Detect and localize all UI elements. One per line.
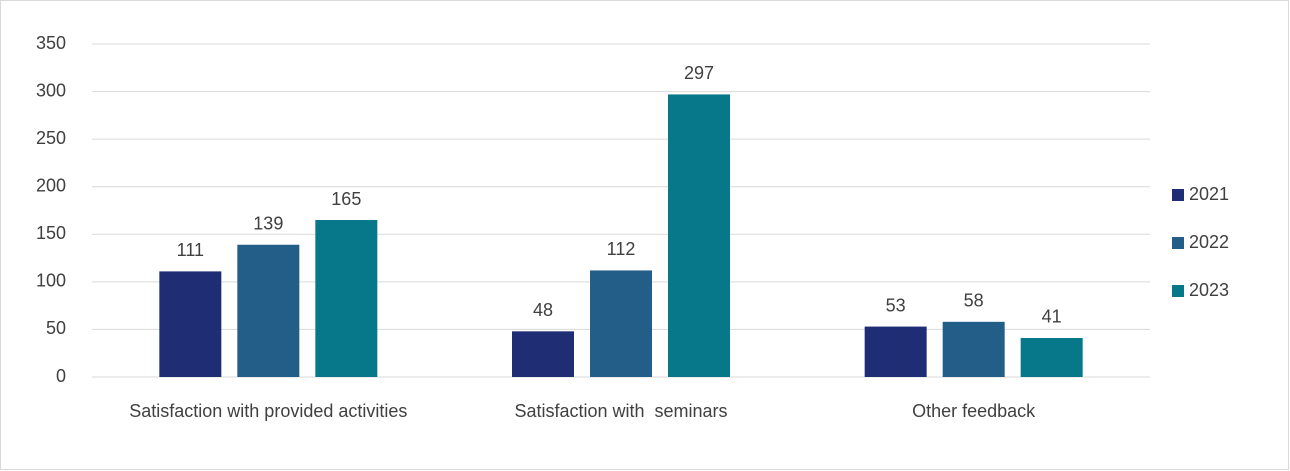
- bar: [512, 331, 574, 377]
- x-tick-label: Satisfaction with provided activities: [129, 401, 408, 421]
- y-tick-label: 100: [36, 271, 66, 291]
- data-label: 53: [886, 295, 906, 315]
- data-label: 58: [964, 291, 984, 311]
- bar: [668, 94, 730, 377]
- data-label: 111: [177, 240, 204, 260]
- bar: [237, 244, 300, 377]
- data-label: 297: [684, 63, 714, 83]
- legend-label: 2023: [1189, 280, 1229, 300]
- bar: [590, 270, 652, 377]
- legend-swatch: [1172, 237, 1184, 249]
- legend-swatch: [1172, 189, 1184, 201]
- bar: [864, 326, 927, 377]
- legend-label: 2021: [1189, 184, 1229, 204]
- data-label: 112: [607, 239, 636, 259]
- x-tick-label: Other feedback: [912, 401, 1036, 421]
- y-tick-label: 150: [36, 223, 66, 243]
- data-label: 41: [1042, 307, 1062, 327]
- y-tick-label: 0: [56, 366, 66, 386]
- data-label: 139: [253, 214, 283, 234]
- y-tick-label: 250: [36, 128, 66, 148]
- legend-label: 2022: [1189, 232, 1229, 252]
- legend-swatch: [1172, 285, 1184, 297]
- y-tick-label: 350: [36, 33, 66, 53]
- x-tick-label: Satisfaction with seminars: [514, 401, 728, 421]
- y-tick-label: 200: [36, 175, 66, 195]
- data-label: 165: [331, 189, 361, 209]
- bar: [942, 321, 1005, 377]
- bar: [1020, 337, 1083, 377]
- data-label: 48: [533, 300, 553, 320]
- y-tick-label: 300: [36, 80, 66, 100]
- y-tick-label: 50: [46, 318, 66, 338]
- bar: [315, 220, 378, 377]
- bar: [159, 271, 222, 377]
